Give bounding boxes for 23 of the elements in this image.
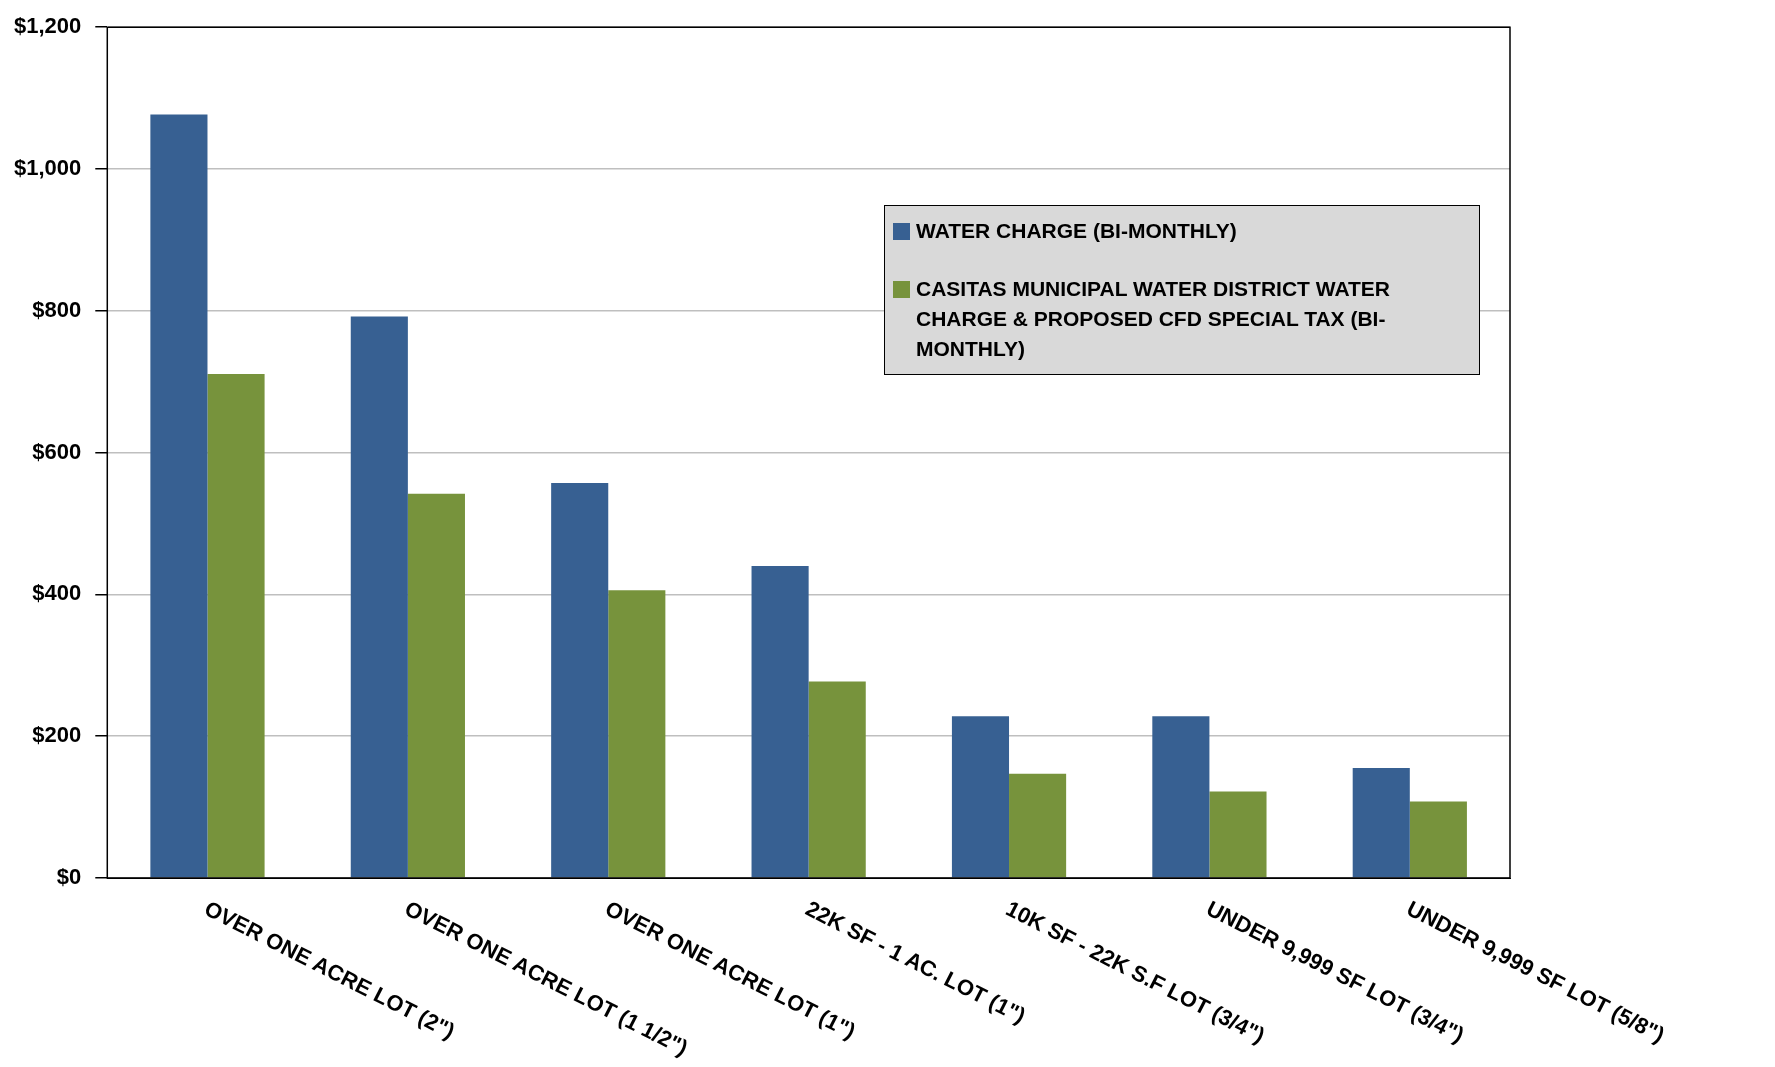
y-tick-label: $1,000 (13, 155, 82, 181)
bar (1409, 801, 1467, 878)
y-tick-label: $800 (32, 296, 82, 322)
y-tick-label: $400 (32, 580, 82, 606)
y-tick-label: $1,200 (13, 13, 82, 39)
bar (1152, 716, 1210, 878)
bar (551, 483, 609, 878)
bar (1209, 791, 1267, 878)
bar (207, 373, 265, 878)
y-tick-label: $200 (32, 722, 82, 748)
bar (808, 681, 866, 878)
bar (1352, 768, 1410, 878)
y-tick-label: $600 (32, 438, 82, 464)
legend-label: WATER CHARGE (BI-MONTHLY) (916, 218, 1237, 244)
bar (751, 566, 809, 878)
y-tick-label: $0 (56, 864, 82, 890)
legend-label: CASITAS MUNICIPAL WATER DISTRICT WATER CHARGE & PROPOSED CFD SPECIAL TAX (BI-MONTHLY) (916, 276, 1392, 362)
bar (1009, 773, 1067, 878)
bar (608, 590, 666, 878)
bar (951, 716, 1010, 878)
bar (350, 316, 408, 878)
bar (150, 114, 208, 878)
bar (407, 493, 465, 878)
